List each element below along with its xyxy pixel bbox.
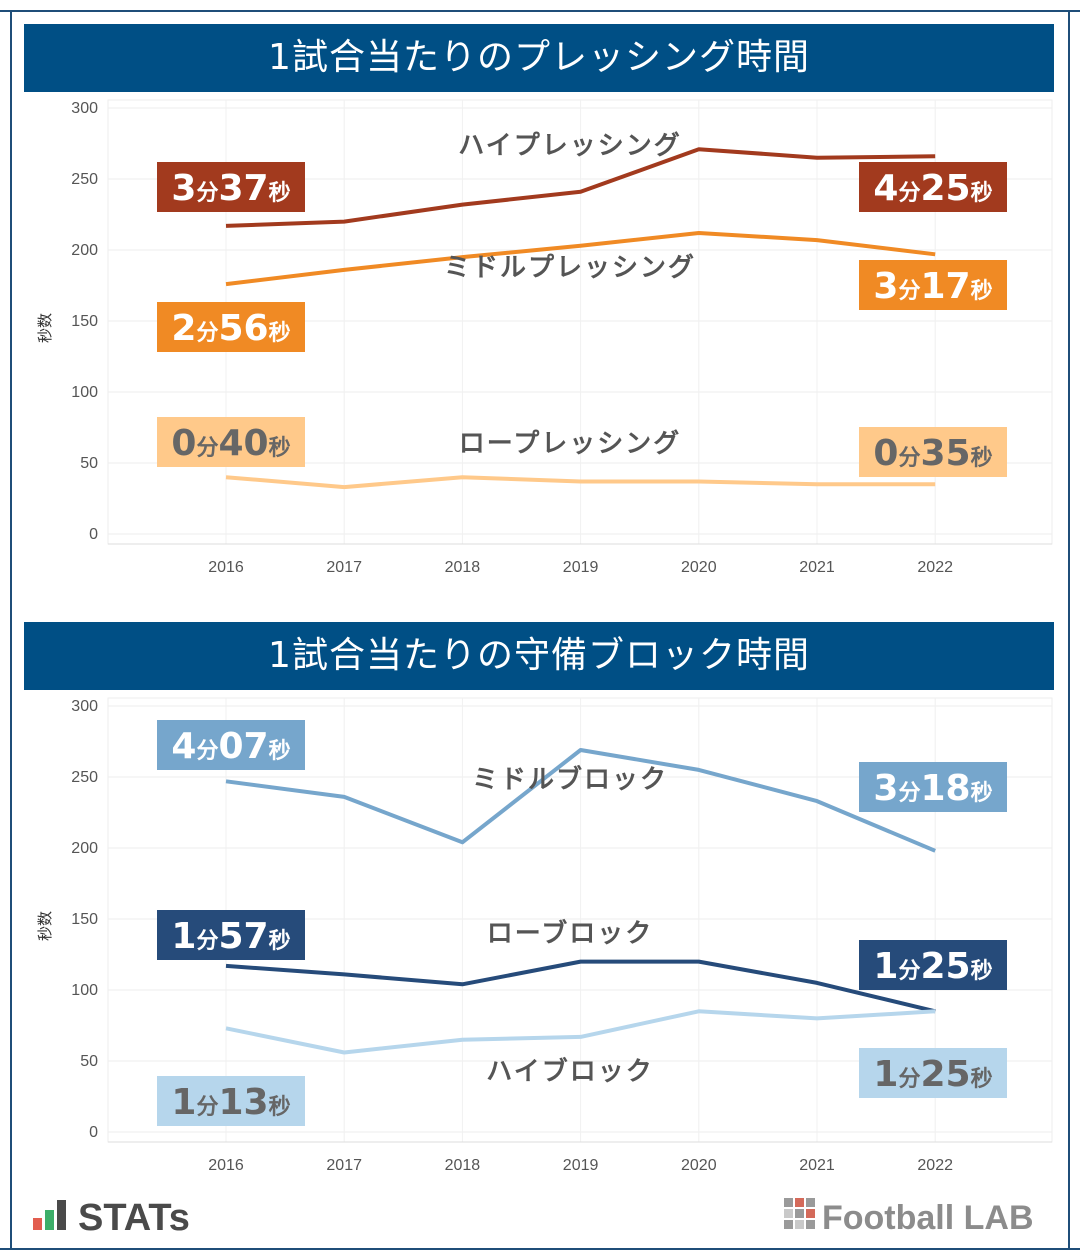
end-label-text: 0分35秒 (873, 433, 992, 474)
stats-logo: STATs (30, 1196, 240, 1239)
y-tick-label: 200 (71, 242, 98, 259)
series-line-2 (225, 1009, 936, 1055)
y-tick-label: 50 (80, 455, 98, 472)
start-label-box (157, 910, 305, 960)
start-label-text: 0分40秒 (171, 423, 290, 464)
stats-logo-icon: STATs (33, 1197, 190, 1239)
series-line-0 (225, 748, 936, 853)
series-line-1 (225, 959, 936, 1014)
football-lab-logo-icon: Football LAB (784, 1198, 1034, 1237)
series-name-label: ミドルブロック (472, 764, 668, 795)
series-name-label: ロープレッシング (459, 429, 681, 459)
y-tick-label: 200 (71, 840, 98, 857)
y-tick-label: 100 (71, 982, 98, 999)
y-axis-label: 秒数 (36, 313, 54, 343)
series-line-2 (225, 475, 936, 490)
y-axis-label: 秒数 (36, 911, 54, 941)
y-tick-label: 250 (71, 769, 98, 786)
end-label-box (859, 1048, 1007, 1098)
x-tick-label: 2022 (917, 1157, 953, 1174)
y-tick-label: 0 (89, 526, 98, 543)
x-tick-label: 2019 (563, 559, 599, 576)
start-label-box (157, 1076, 305, 1126)
x-tick-label: 2020 (681, 1157, 717, 1174)
x-tick-label: 2018 (445, 559, 481, 576)
football-lab-logo: Football LAB (782, 1192, 1054, 1237)
start-label-box (157, 302, 305, 352)
frame-bottom-line (0, 1248, 1080, 1250)
frame-right-line (1068, 10, 1070, 1250)
x-tick-label: 2022 (917, 559, 953, 576)
series-name-label: ローブロック (487, 918, 653, 949)
series-line-1 (225, 231, 936, 287)
y-tick-label: 300 (71, 698, 98, 715)
x-tick-label: 2021 (799, 1157, 835, 1174)
x-tick-label: 2021 (799, 559, 835, 576)
x-tick-label: 2016 (208, 1157, 244, 1174)
end-label-text: 4分25秒 (873, 168, 992, 209)
end-label-text: 1分25秒 (873, 1054, 992, 1095)
end-label-box (859, 940, 1007, 990)
pressing-time-chart: 0 50 100 150 200 250 300 2016 2017 2018 2019 2020 20… (36, 99, 1053, 576)
defensive-block-time-chart: 0 50 100 150 200 250 300 2016 2017 2018 2019 2020 20… (36, 697, 1053, 1174)
end-label-text: 3分18秒 (873, 768, 992, 809)
end-label-box (859, 260, 1007, 310)
y-tick-label: 250 (71, 171, 98, 188)
y-tick-label: 100 (71, 384, 98, 401)
y-tick-label: 150 (71, 313, 98, 330)
pressing-chart-title: 1試合当たりのプレッシング時間 (24, 24, 1054, 92)
series-name-label: ミドルプレッシング (444, 253, 696, 283)
x-tick-label: 2019 (563, 1157, 599, 1174)
football-lab-logo-text: Football LAB (822, 1199, 1034, 1236)
x-tick-label: 2017 (326, 1157, 362, 1174)
end-label-box (859, 162, 1007, 212)
frame-left-line (10, 10, 12, 1250)
start-label-text: 1分13秒 (171, 1082, 290, 1123)
start-label-text: 2分56秒 (171, 308, 290, 349)
series-name-label: ハイプレッシング (458, 131, 681, 161)
frame-top-line (0, 10, 1080, 12)
start-label-box (157, 162, 305, 212)
x-tick-label: 2016 (208, 559, 244, 576)
end-label-text: 3分17秒 (873, 266, 992, 307)
end-label-text: 1分25秒 (873, 946, 992, 987)
x-tick-label: 2020 (681, 559, 717, 576)
start-label-box (157, 417, 305, 467)
block-chart-title: 1試合当たりの守備ブロック時間 (24, 622, 1054, 690)
x-tick-label: 2018 (445, 1157, 481, 1174)
start-label-text: 3分37秒 (171, 168, 290, 209)
end-label-box (859, 762, 1007, 812)
start-label-box (157, 720, 305, 770)
series-name-label: ハイブロック (486, 1056, 653, 1087)
start-label-text: 4分07秒 (171, 726, 290, 767)
start-label-text: 1分57秒 (171, 916, 290, 957)
y-tick-label: 150 (71, 911, 98, 928)
y-tick-label: 300 (71, 100, 98, 117)
stats-logo-text: STATs (78, 1197, 190, 1236)
series-line-0 (225, 147, 936, 228)
y-tick-label: 0 (89, 1124, 98, 1141)
end-label-box (859, 427, 1007, 477)
y-tick-label: 50 (80, 1053, 98, 1070)
x-tick-label: 2017 (326, 559, 362, 576)
